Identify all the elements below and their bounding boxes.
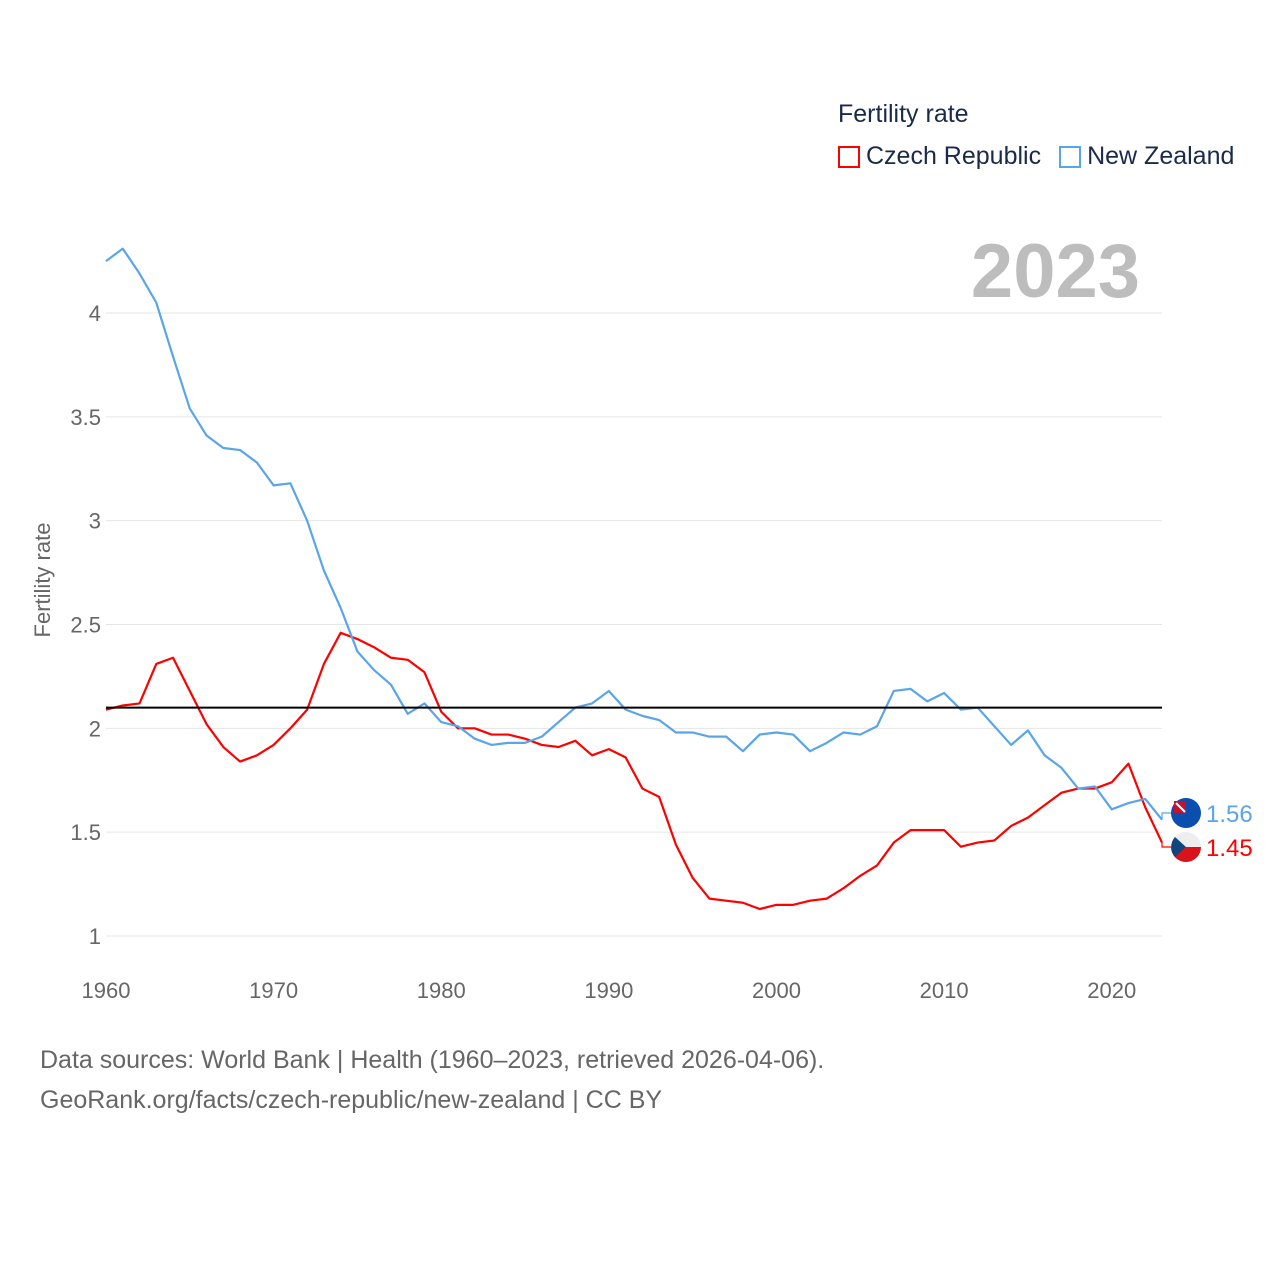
- legend-item-new-zealand[interactable]: New Zealand: [1059, 142, 1234, 171]
- end-connector: [1161, 842, 1172, 848]
- flag-blue: [1171, 837, 1186, 857]
- end-connector: [1161, 812, 1172, 820]
- czech-flag-icon: [1171, 832, 1201, 862]
- y-tick-label: 1.5: [70, 820, 101, 845]
- y-tick-label: 2.5: [70, 613, 101, 638]
- new-zealand-flag-icon: [1171, 798, 1201, 828]
- y-tick-label: 1: [89, 924, 101, 949]
- legend: Czech Republic New Zealand: [838, 142, 1234, 171]
- x-tick-label: 2010: [920, 978, 969, 1003]
- legend-item-czech-republic[interactable]: Czech Republic: [838, 142, 1041, 171]
- legend-swatch-czech-republic: [838, 145, 860, 168]
- legend-label: Czech Republic: [866, 142, 1042, 170]
- end-value-label: 1.56: [1206, 801, 1253, 828]
- x-tick-label: 1960: [82, 978, 131, 1003]
- x-tick-label: 2000: [752, 978, 801, 1003]
- series-line-new-zealand: [105, 247, 1163, 821]
- legend-title: Fertility rate: [838, 100, 969, 128]
- y-tick-label: 4: [89, 301, 101, 326]
- x-tick-label: 2020: [1087, 978, 1136, 1003]
- legend-label: New Zealand: [1087, 142, 1235, 170]
- x-tick-label: 1970: [249, 978, 298, 1003]
- legend-swatch-new-zealand: [1059, 145, 1082, 168]
- end-value-label: 1.45: [1206, 835, 1253, 862]
- flag-cross: [1175, 802, 1186, 813]
- data-source-text: Data sources: World Bank | Health (1960–…: [40, 1046, 825, 1074]
- y-axis-label: Fertility rate: [30, 523, 55, 638]
- series-line-czech-republic: [105, 631, 1163, 911]
- attribution-link[interactable]: GeoRank.org/facts/czech-republic/new-zea…: [40, 1086, 663, 1114]
- y-tick-label: 3: [89, 509, 101, 534]
- x-tick-label: 1980: [417, 978, 466, 1003]
- y-tick-label: 2: [89, 716, 101, 741]
- x-tick-label: 1990: [584, 978, 633, 1003]
- y-tick-label: 3.5: [70, 405, 101, 430]
- current-year-label: 2023: [970, 229, 1140, 314]
